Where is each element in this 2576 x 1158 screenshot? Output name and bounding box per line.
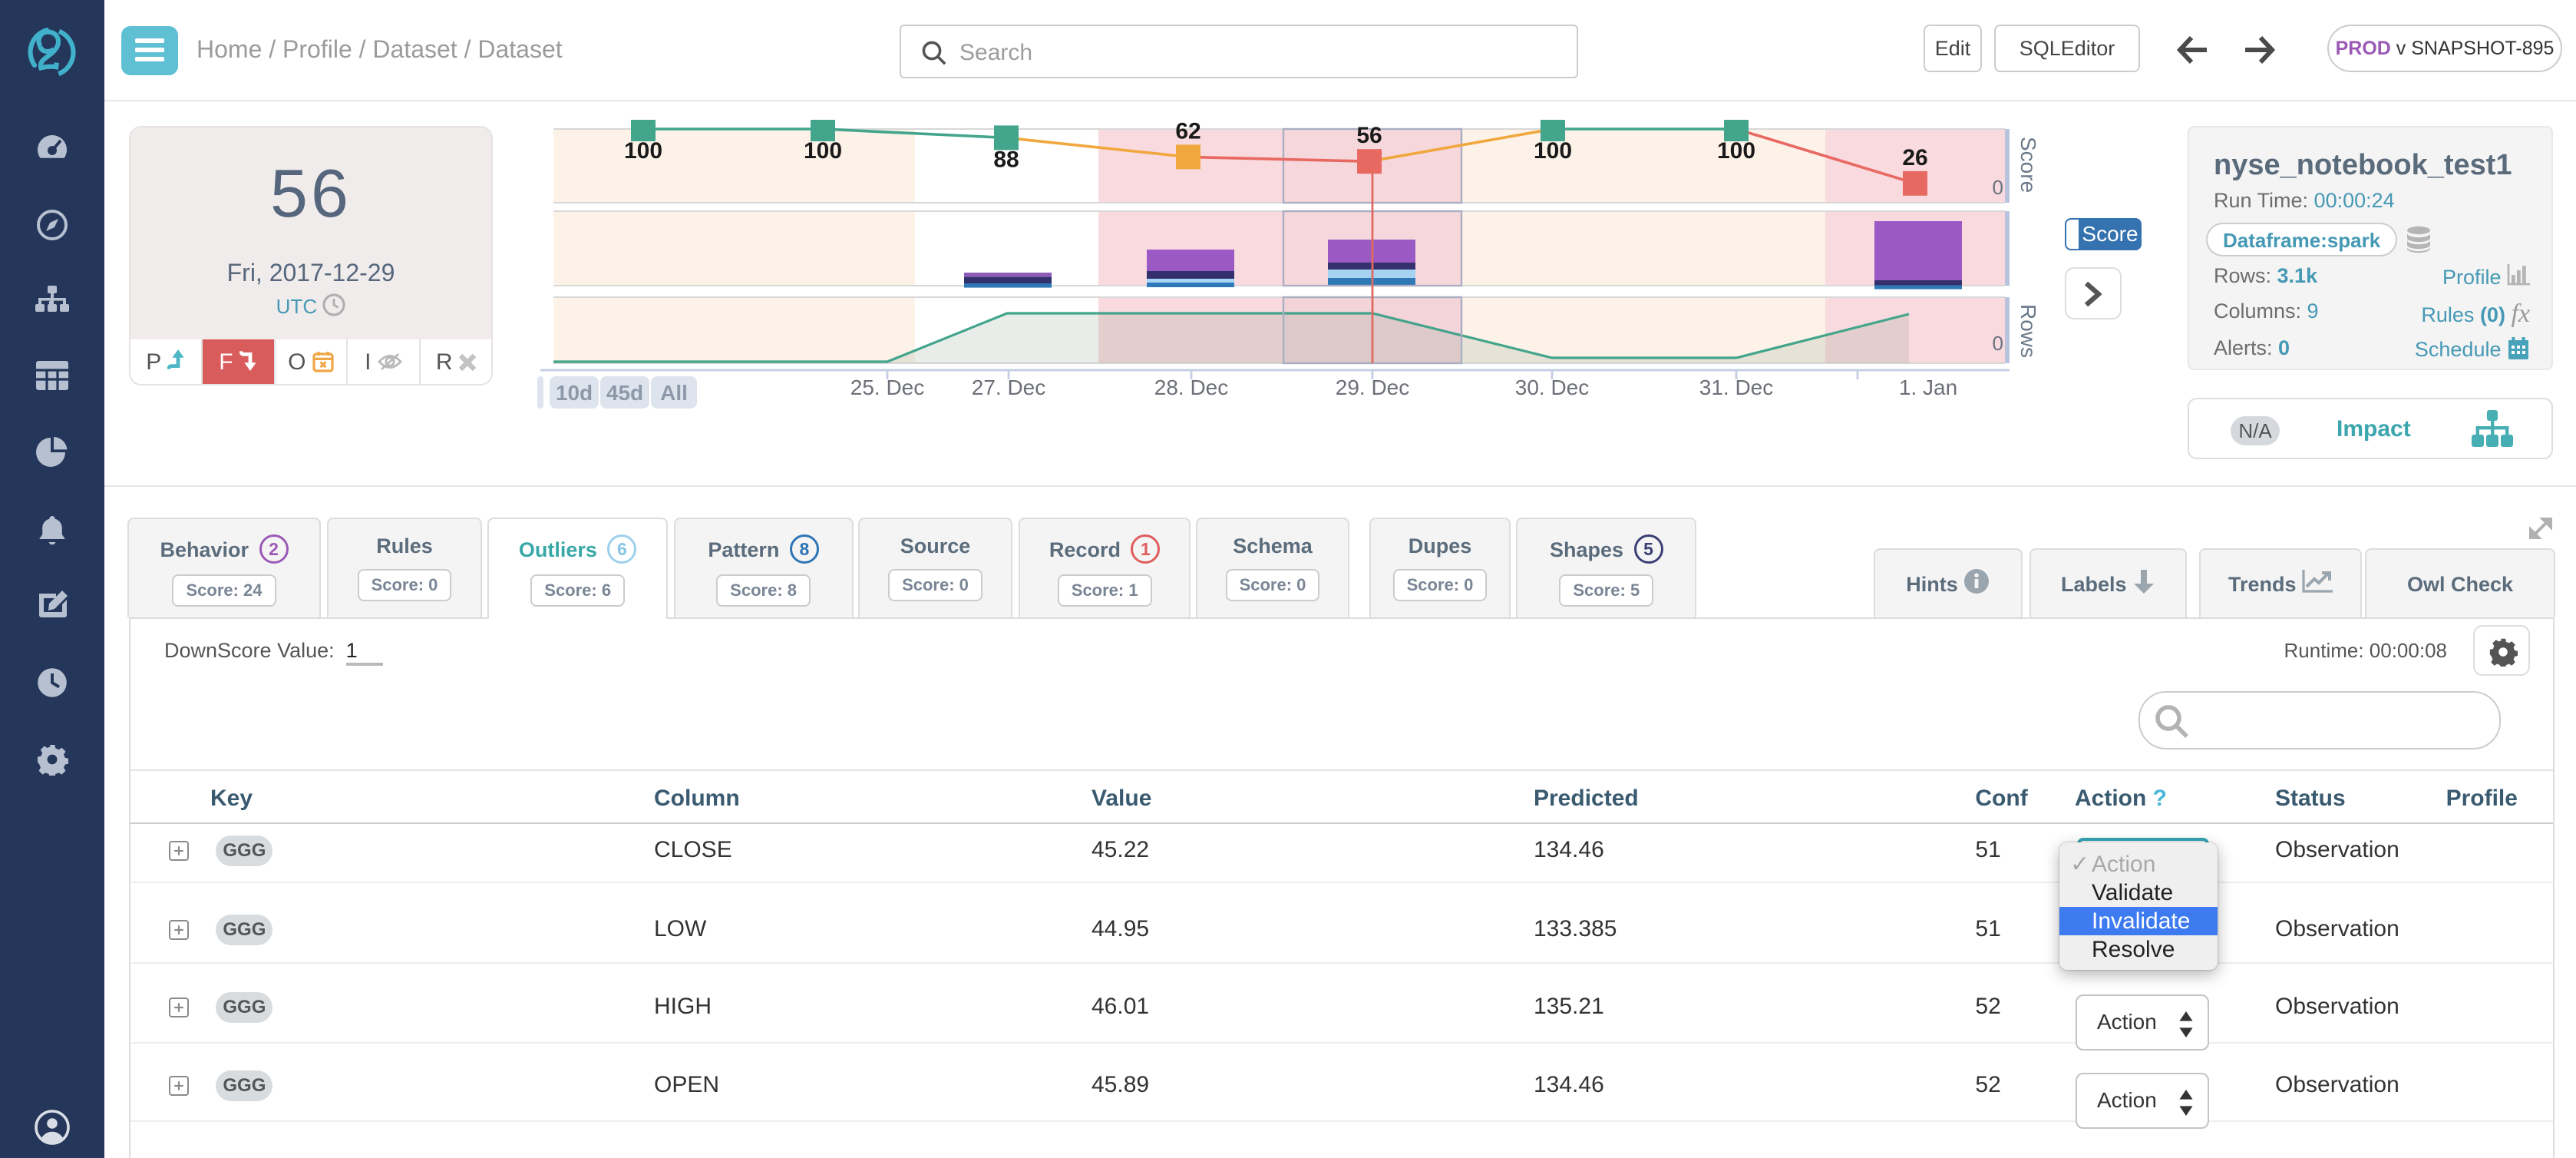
svg-text:100: 100 <box>804 138 842 164</box>
svg-text:100: 100 <box>1717 138 1755 164</box>
svg-text:0: 0 <box>1993 176 2003 199</box>
svg-text:26: 26 <box>1902 145 1927 170</box>
svg-text:0: 0 <box>1993 332 2003 355</box>
svg-text:56: 56 <box>1356 123 1382 148</box>
svg-text:100: 100 <box>624 138 662 164</box>
svg-text:100: 100 <box>1534 138 1572 164</box>
svg-text:88: 88 <box>993 147 1019 172</box>
svg-text:62: 62 <box>1175 120 1200 144</box>
